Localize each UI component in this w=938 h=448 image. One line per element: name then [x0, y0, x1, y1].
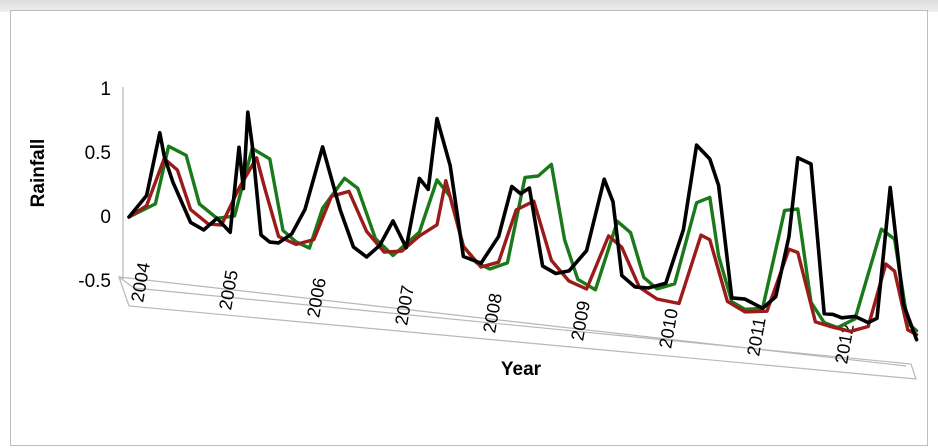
y-tick-label: 1 [100, 79, 111, 100]
top-shadow-band [0, 0, 938, 12]
y-tick-label: -0.5 [78, 271, 111, 292]
y-tick-label: 0.5 [85, 143, 111, 164]
floor-panel [117, 275, 917, 380]
series-lines [127, 110, 919, 342]
y-tick-label: 0 [100, 207, 111, 228]
rainfall-line-chart: 10.50-0.5 2004 2005 2006 2007 2008 2009 2010 20… [28, 79, 919, 380]
y-tick-labels: 1 0.5 0 -0.5 [78, 79, 111, 292]
floor [117, 275, 917, 380]
y-axis-label: Rainfall [28, 139, 49, 208]
series-line-2 [127, 156, 919, 337]
series-line-3 [127, 110, 919, 342]
x-axis-label: Year [501, 359, 542, 380]
chart-frame: 1 0.5 0 -0.5 2004 2005 2006 2007 2008 2009 2010 20… [10, 10, 928, 446]
floor-front-edge [118, 276, 907, 367]
